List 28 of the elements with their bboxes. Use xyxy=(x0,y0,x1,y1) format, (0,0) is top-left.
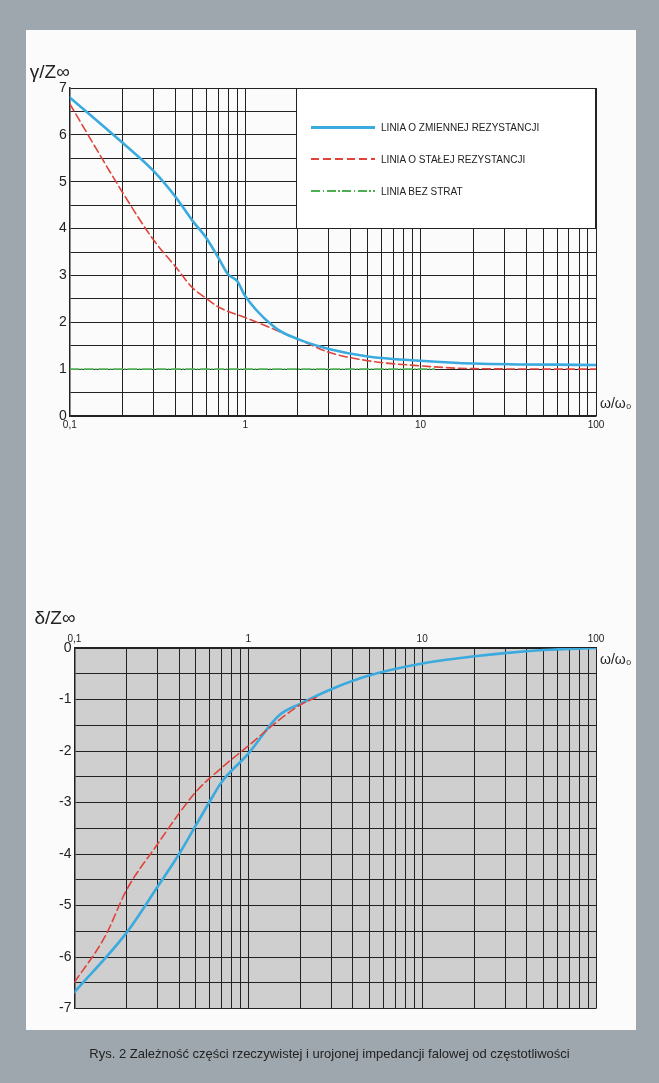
x-tick-label: 0,1 xyxy=(67,632,82,644)
y-tick-label: -6 xyxy=(59,947,72,964)
x-axis-title: ω/ω₀ xyxy=(600,394,632,411)
x-tick-label: 10 xyxy=(416,632,429,644)
y-tick-label: -1 xyxy=(59,690,72,707)
x-tick-label: 100 xyxy=(587,418,605,430)
y-tick-label: 3 xyxy=(58,266,67,283)
y-tick-label: -4 xyxy=(59,844,72,861)
y-tick-label: -3 xyxy=(59,793,72,810)
x-axis-title: ω/ω₀ xyxy=(600,650,632,667)
y-tick-label: 5 xyxy=(58,172,67,189)
x-tick-label: 100 xyxy=(587,632,605,644)
y-tick-label: -7 xyxy=(59,999,72,1016)
y-tick-label: 1 xyxy=(58,360,67,376)
y-tick-label: 6 xyxy=(58,125,67,142)
x-tick-label: 1 xyxy=(242,418,249,430)
legend-label: LINIA BEZ STRAT xyxy=(381,185,463,197)
legend-label: LINIA O STAŁEJ REZYSTANCJI xyxy=(381,153,526,165)
text: Rys. 2 Zależność części rzeczywistej i urojonej impedancji falowej od częstotliwości xyxy=(88,1046,571,1061)
y-tick-label: 2 xyxy=(58,313,67,330)
x-tick-label: 0,1 xyxy=(62,418,78,430)
x-tick-label: 10 xyxy=(415,418,427,430)
y-axis-title: δ/Z∞ xyxy=(34,606,76,628)
legend-label: LINIA O ZMIENNEJ REZYSTANCJI xyxy=(381,121,540,133)
x-tick-label: 1 xyxy=(245,632,252,644)
y-tick-label: -5 xyxy=(59,896,72,913)
y-tick-label: -2 xyxy=(59,741,72,758)
y-tick-label: 4 xyxy=(58,219,67,236)
